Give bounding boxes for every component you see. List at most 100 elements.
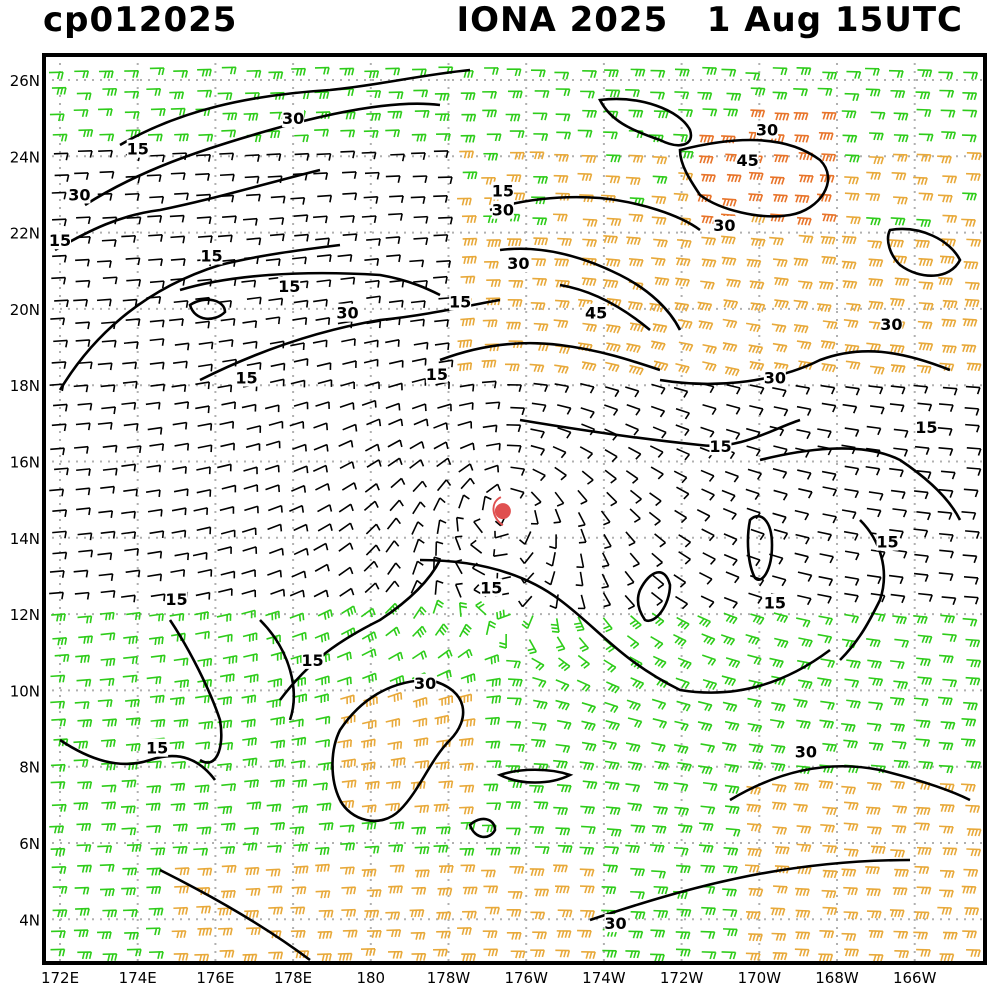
wind-barb: [413, 341, 428, 346]
wind-barb-flag: [138, 445, 142, 454]
wind-barb: [341, 482, 355, 491]
wind-barb-flag: [824, 679, 829, 687]
wind-barb-flag: [797, 325, 802, 333]
wind-barb: [796, 405, 811, 411]
wind-barb: [313, 298, 328, 303]
wind-barb-flag: [707, 658, 713, 665]
wind-barb-flag: [953, 301, 958, 309]
wind-barb: [170, 235, 185, 239]
wind-barb-flag: [808, 640, 813, 648]
wind-barb-flag: [302, 92, 306, 100]
wind-barb: [432, 497, 441, 511]
wind-barb-flag: [448, 649, 453, 657]
wind-barb: [73, 298, 88, 302]
wind-barb-flag: [603, 280, 608, 288]
wind-barb-flag: [711, 866, 716, 874]
wind-barb-flag: [878, 827, 882, 835]
wind-barb: [773, 489, 788, 495]
wind-barb-flag: [755, 346, 760, 354]
wind-barb-flag: [492, 261, 496, 269]
wind-barb: [339, 401, 354, 409]
wind-barb-flag: [159, 574, 163, 582]
wind-barb-flag: [487, 320, 491, 328]
wind-barb-flag: [277, 112, 282, 120]
wind-barb: [475, 604, 487, 616]
wind-barb-flag: [877, 89, 881, 97]
wind-barb-flag: [130, 868, 134, 876]
wind-barb-flag: [83, 908, 87, 916]
wind-barb: [410, 580, 418, 594]
wind-barb-flag: [233, 865, 237, 873]
wind-barb: [602, 617, 613, 630]
wind-barb-flag: [109, 193, 113, 201]
wind-barb-flag: [497, 717, 501, 725]
wind-barb: [870, 845, 885, 848]
wind-barb-flag: [683, 493, 690, 500]
wind-barb-flag: [302, 68, 307, 76]
wind-barb-flag: [83, 701, 87, 710]
wind-barb-flag: [231, 174, 235, 182]
wind-barb-flag: [779, 785, 784, 793]
wind-barb-flag: [560, 761, 565, 769]
wind-barb: [521, 595, 533, 608]
wind-barb-flag: [610, 132, 615, 140]
wind-barb-flag: [629, 701, 635, 709]
wind-barb-flag: [752, 194, 757, 202]
wind-barb-flag: [590, 763, 595, 771]
wind-barb: [603, 533, 612, 547]
wind-barb-flag: [518, 174, 522, 183]
wind-barb-flag: [629, 344, 635, 352]
wind-barb-flag: [822, 781, 827, 789]
wind-barb-flag: [373, 781, 377, 790]
wind-barb-flag: [877, 510, 882, 518]
wind-barb-flag: [758, 347, 764, 355]
wind-barb-flag: [736, 829, 741, 837]
wind-barb-flag: [824, 341, 829, 349]
wind-barb-flag: [953, 388, 958, 396]
wind-barb-flag: [923, 92, 927, 100]
wind-barb: [555, 743, 570, 748]
wind-barb-flag: [226, 697, 229, 705]
wind-barb: [174, 442, 189, 447]
wind-barb: [316, 362, 331, 367]
wind-barb-flag: [63, 361, 67, 369]
wind-barb: [293, 401, 308, 407]
wind-barb: [76, 678, 91, 682]
wind-barb-flag: [533, 364, 538, 372]
wind-barb: [913, 697, 929, 701]
wind-barb-flag: [949, 319, 953, 328]
wind-barb-flag: [852, 406, 858, 414]
wind-barb-flag: [487, 215, 492, 224]
wind-barb-flag: [64, 509, 68, 517]
wind-barb-flag: [607, 865, 612, 873]
wind-barb-flag: [403, 757, 406, 765]
wind-barb-flag: [370, 869, 374, 877]
wind-barb: [676, 616, 690, 625]
wind-barb-flag: [494, 319, 498, 328]
wind-barb-flag: [487, 886, 492, 894]
wind-barb-flag: [539, 259, 543, 267]
wind-barb: [964, 595, 979, 599]
wind-barb-flag: [875, 846, 879, 854]
wind-barb-flag: [397, 803, 401, 811]
wind-barb-flag: [904, 640, 910, 648]
wind-barb-flag: [638, 303, 643, 311]
wind-barb-flag: [674, 302, 679, 311]
wind-barb-flag: [137, 257, 141, 266]
wind-barb: [554, 383, 569, 388]
wind-barb-flag: [302, 135, 306, 143]
wind-barb-flag: [774, 277, 779, 286]
wind-barb-flag: [831, 342, 836, 350]
wind-barb-flag: [921, 321, 926, 330]
wind-barb: [246, 801, 261, 805]
wind-barb-flag: [828, 194, 832, 203]
wind-barb-flag: [181, 741, 185, 749]
wind-barb: [412, 480, 424, 493]
wind-barb-flag: [512, 364, 517, 372]
wind-barb-flag: [821, 236, 826, 244]
wind-barb-flag: [81, 109, 86, 117]
wind-barb-flag: [490, 657, 493, 665]
wind-barb-flag: [801, 783, 806, 791]
wind-barb-flag: [130, 780, 133, 788]
wind-barb-flag: [686, 151, 691, 159]
